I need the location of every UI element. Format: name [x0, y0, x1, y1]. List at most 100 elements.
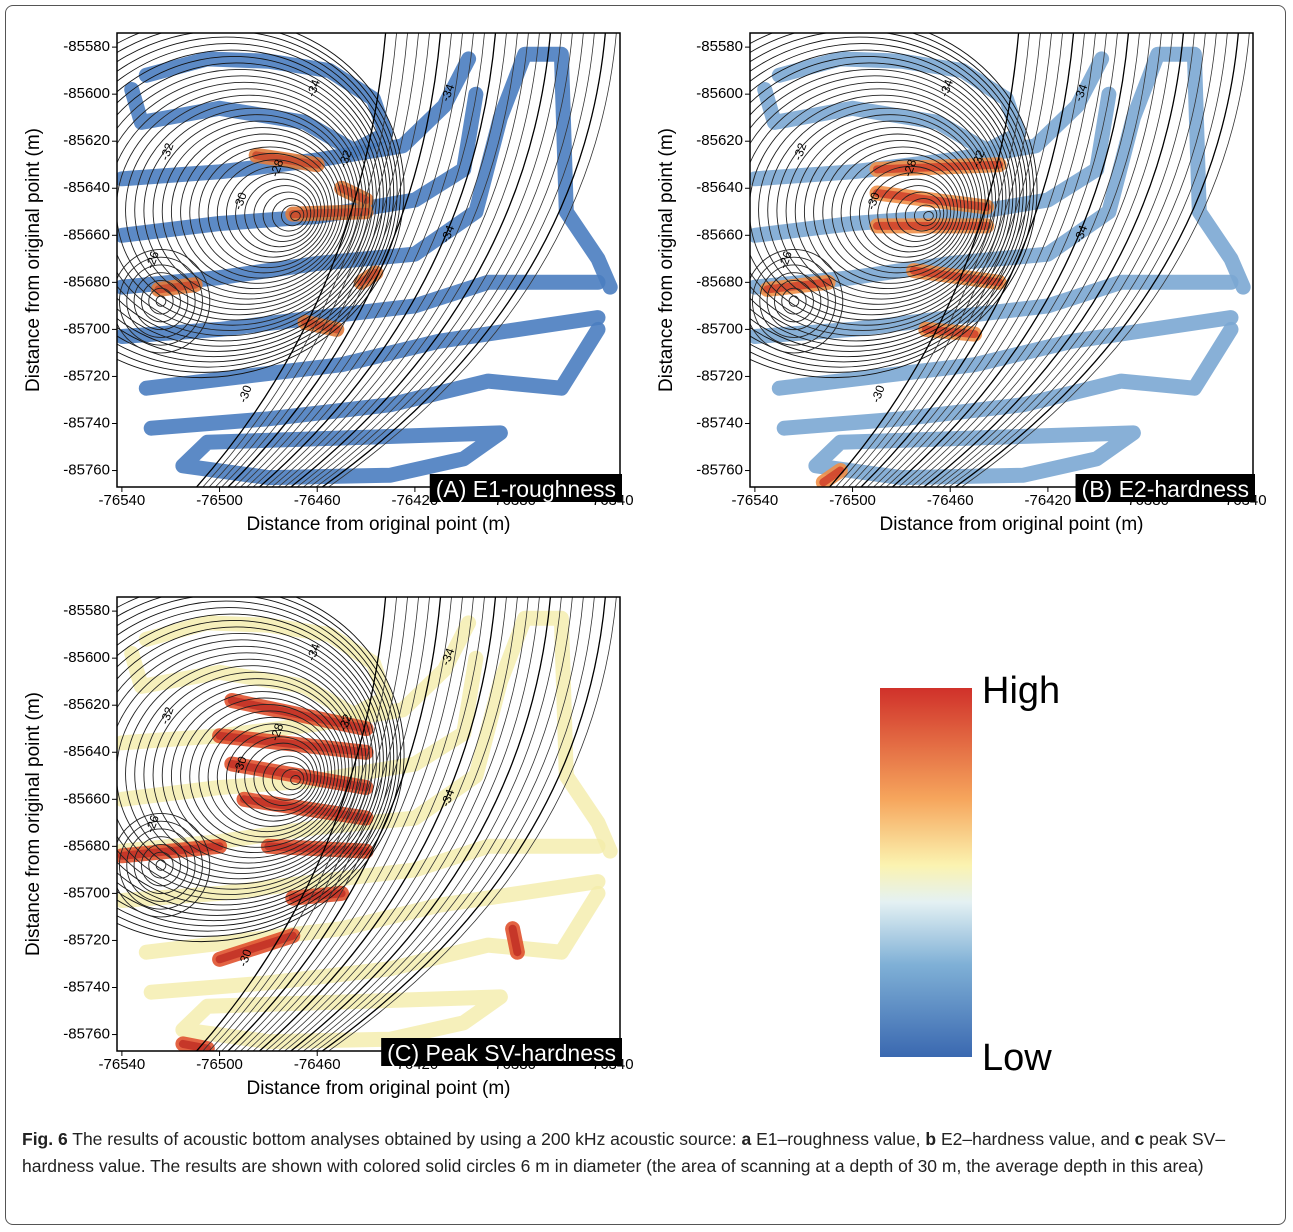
contour — [750, 68, 1010, 337]
contour-label: -32 — [790, 141, 809, 162]
y-tick-label: -85660 — [63, 790, 110, 807]
contour — [253, 749, 315, 806]
x-tick-label: -76500 — [196, 1056, 243, 1073]
contour-label: -28 — [900, 157, 919, 178]
survey-track — [117, 274, 606, 344]
contour — [885, 33, 1118, 487]
contour — [117, 43, 391, 358]
survey-track — [771, 310, 1239, 396]
contour — [117, 33, 398, 368]
contour — [117, 81, 370, 326]
contour — [895, 191, 945, 237]
x-axis-label: Distance from original point (m) — [880, 514, 1144, 535]
contour-label: -30 — [236, 383, 255, 404]
contour — [221, 33, 430, 487]
contour — [750, 33, 1038, 379]
colorbar — [880, 688, 972, 1057]
contour-label: -32 — [969, 148, 988, 169]
contour-label: -34 — [438, 223, 457, 244]
hot-core — [337, 184, 371, 204]
contour-label: -32 — [157, 141, 176, 162]
contour — [773, 280, 814, 323]
contour — [152, 678, 353, 864]
contour — [750, 33, 1031, 368]
contour — [941, 33, 1217, 487]
contour — [117, 248, 211, 354]
contour — [117, 597, 405, 943]
y-tick-label: -85720 — [696, 367, 743, 384]
contour — [117, 607, 391, 922]
contour — [189, 704, 339, 843]
contour — [161, 684, 350, 859]
y-tick-label: -85660 — [63, 226, 110, 243]
contour — [244, 178, 319, 248]
contour — [117, 33, 402, 373]
hot-core — [178, 1039, 212, 1051]
contour — [289, 597, 552, 1051]
contour — [202, 33, 397, 487]
contour — [195, 597, 387, 1051]
caption-text: The results of acoustic bottom analyses … — [67, 1129, 742, 1149]
contour — [226, 33, 442, 487]
contour — [897, 33, 1140, 487]
panel-label: (C) Peak SV-hardness — [387, 1040, 616, 1066]
contour — [262, 191, 312, 237]
contour — [859, 33, 1075, 487]
contour — [117, 597, 402, 937]
contour — [208, 33, 408, 487]
x-tick-label: -76420 — [1025, 492, 1072, 509]
contour — [847, 33, 1052, 487]
contour — [840, 152, 965, 269]
contour — [271, 762, 308, 796]
x-tick-label: -76540 — [732, 492, 779, 509]
contour-label: -30 — [231, 754, 250, 775]
contour — [264, 33, 507, 487]
contour — [117, 812, 211, 918]
contour-label: -26 — [143, 813, 162, 834]
contour — [872, 33, 1096, 487]
contour — [134, 101, 360, 310]
contour — [133, 272, 189, 331]
contour — [148, 851, 174, 879]
contour — [225, 165, 325, 258]
y-tick-label: -85740 — [63, 414, 110, 431]
contour — [868, 172, 955, 253]
hot-core — [763, 278, 833, 294]
panel-label-bg — [381, 1038, 622, 1066]
contour — [117, 49, 388, 352]
y-tick-label: -85620 — [63, 132, 110, 149]
contour — [315, 33, 595, 487]
caption-letter: a — [741, 1129, 752, 1149]
contour — [289, 33, 552, 487]
contour — [143, 671, 357, 869]
contour — [143, 107, 357, 305]
y-tick-label: -85680 — [63, 273, 110, 290]
contour — [258, 33, 497, 487]
survey-track — [117, 610, 618, 859]
contour-label: -34 — [1071, 223, 1090, 244]
contour — [117, 33, 405, 379]
contour — [125, 658, 364, 880]
plot-frame — [749, 32, 1254, 488]
contour — [117, 620, 384, 911]
survey-track — [175, 989, 508, 1050]
contour-label: -30 — [231, 190, 250, 211]
contour — [233, 33, 452, 487]
contour — [751, 256, 836, 346]
contour — [253, 185, 315, 242]
survey-track — [124, 615, 394, 723]
hot-core — [873, 160, 1004, 174]
x-tick-label: -76460 — [927, 492, 974, 509]
panel-label-bg — [429, 474, 622, 502]
y-tick-label: -85640 — [63, 179, 110, 196]
hot-core — [288, 889, 346, 903]
hot-core — [508, 924, 522, 957]
caption-label: Fig. 6 — [22, 1129, 68, 1149]
contour — [904, 33, 1151, 487]
y-axis-label: Distance from original point (m) — [656, 128, 677, 392]
contour — [308, 33, 584, 487]
contour — [202, 597, 397, 1051]
contour — [849, 159, 962, 263]
contour — [233, 597, 452, 1051]
contour — [226, 597, 442, 1051]
